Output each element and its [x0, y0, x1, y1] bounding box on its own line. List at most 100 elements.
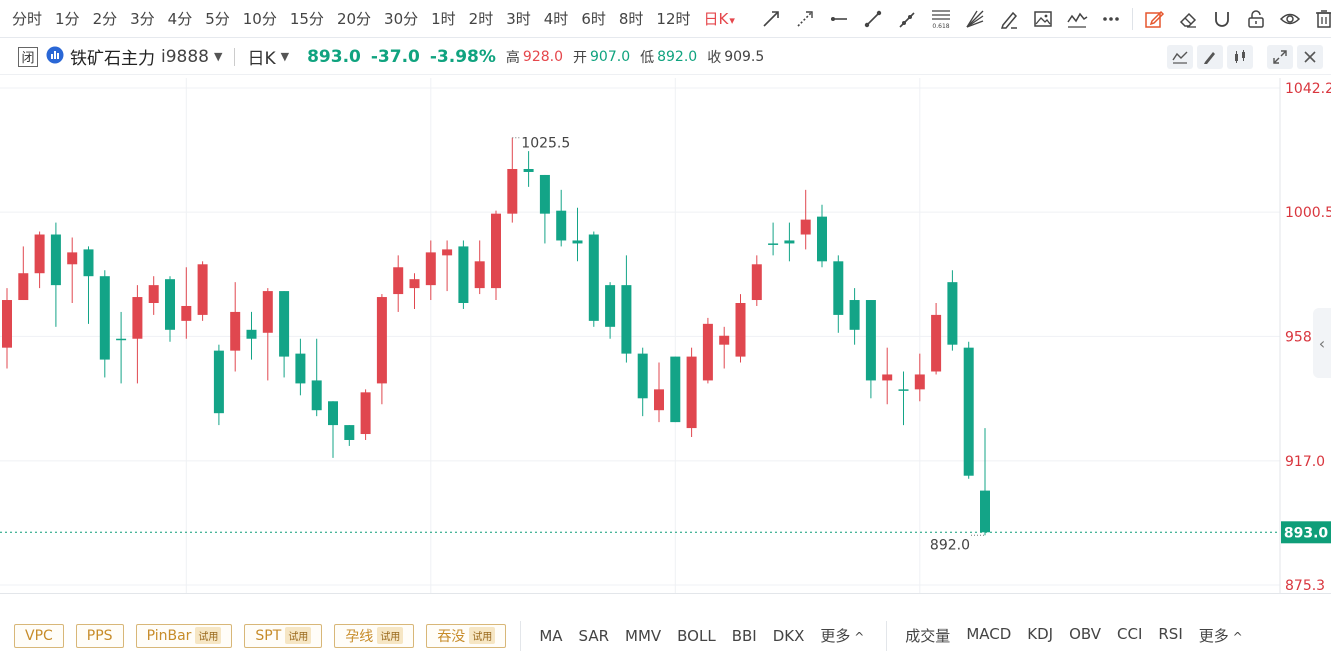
indicator-macd[interactable]: MACD	[966, 625, 1012, 643]
low-label: 低	[640, 49, 655, 66]
draw-icon[interactable]	[1197, 45, 1223, 69]
fullscreen-icon[interactable]	[1267, 45, 1293, 69]
candle-body	[702, 323, 713, 381]
period-3[interactable]: 3分	[130, 10, 155, 28]
sub-more-button[interactable]: 更多	[1199, 625, 1243, 646]
dotted-line-icon[interactable]	[788, 4, 822, 34]
wave-icon[interactable]	[1060, 4, 1094, 34]
period-list: 分时 1分 2分 3分 4分 5分 10分 15分 20分 30分 1时 2时 3时 4时 6时 8时 12时日…	[0, 8, 748, 29]
indicator-成交量[interactable]: 成交量	[905, 627, 951, 645]
indicator-bar: VPC PPS PinBar 试用 SPT 试用 孕线 试用 吞没 试用 MA SAR MMV BOLL…	[0, 617, 1331, 654]
candle-body	[99, 276, 110, 360]
period-10[interactable]: 1时	[431, 10, 456, 28]
candle-body	[556, 210, 567, 241]
period-2[interactable]: 2分	[92, 10, 118, 28]
candle-body	[800, 219, 811, 235]
low-value: 892.0	[657, 48, 698, 65]
candle-body	[523, 168, 534, 172]
candle-body	[637, 353, 648, 399]
period-9[interactable]: 30分	[384, 10, 419, 28]
candle-body	[393, 267, 404, 295]
indicator-cci[interactable]: CCI	[1117, 625, 1143, 643]
contract-name[interactable]: 铁矿石主力	[70, 49, 155, 69]
eraser-icon[interactable]	[1171, 4, 1205, 34]
chevron-left-icon[interactable]: ‹	[1313, 308, 1331, 378]
candle-settings-icon[interactable]	[1227, 45, 1253, 69]
contract-dropdown-icon[interactable]: ▼	[214, 50, 223, 63]
strategy-button-1[interactable]: PPS	[75, 623, 124, 648]
candle-body	[328, 401, 338, 426]
image-icon[interactable]	[1026, 4, 1060, 34]
eye-icon[interactable]	[1273, 4, 1307, 34]
trash-icon[interactable]	[1307, 4, 1331, 34]
candle-body	[148, 285, 159, 303]
horizontal-line-icon[interactable]	[822, 4, 856, 34]
more-icon[interactable]	[1094, 4, 1128, 34]
candle-body	[311, 380, 322, 411]
chart-type-icon[interactable]	[46, 46, 64, 68]
period-15[interactable]: 8时	[618, 10, 644, 28]
segment-icon[interactable]	[856, 4, 890, 34]
strategy-label: 孕线	[345, 628, 374, 645]
strategy-button-4[interactable]: 孕线 试用	[334, 623, 415, 648]
candle-body	[409, 279, 420, 289]
period-selector[interactable]: 日K	[247, 49, 276, 69]
strategy-button-3[interactable]: SPT 试用	[244, 623, 323, 648]
lock-icon[interactable]	[1239, 4, 1273, 34]
candle-body	[670, 356, 681, 423]
period-1[interactable]: 1分	[55, 10, 80, 28]
candle-body	[865, 300, 876, 381]
period-14[interactable]: 6时	[581, 10, 606, 28]
y-tick-label: 1042.2	[1285, 81, 1331, 97]
parallel-line-icon[interactable]	[890, 4, 924, 34]
period-8[interactable]: 20分	[336, 10, 372, 28]
indicator-rsi[interactable]: RSI	[1158, 625, 1183, 643]
period-dropdown-icon[interactable]: ▼	[280, 50, 290, 63]
period-13[interactable]: 4时	[543, 10, 569, 28]
indicator-bbi[interactable]: BBI	[731, 626, 757, 645]
trial-badge: 试用	[377, 627, 404, 644]
strategy-label: PinBar	[146, 627, 192, 644]
indicator-obv[interactable]: OBV	[1069, 625, 1101, 643]
indicator-boll[interactable]: BOLL	[677, 626, 716, 645]
indicator-mmv[interactable]: MMV	[625, 626, 662, 645]
edit-icon[interactable]	[1137, 4, 1171, 34]
gann-fan-icon[interactable]	[958, 4, 992, 34]
contract-code[interactable]: i9888	[161, 46, 209, 67]
kline-chart[interactable]: 1042.21000.5958.8917.0875.32023-12-06202…	[0, 78, 1331, 594]
strategy-button-2[interactable]: PinBar 试用	[135, 623, 233, 648]
strategy-button-0[interactable]: VPC	[14, 623, 64, 648]
y-tick-label: 1000.5	[1285, 205, 1331, 221]
candle-body	[572, 240, 583, 244]
candle-body	[654, 389, 664, 411]
period-7[interactable]: 15分	[289, 10, 324, 28]
indicator-sar[interactable]: SAR	[578, 626, 609, 645]
price-change: -37.0	[370, 46, 420, 67]
period-16[interactable]: 12时	[656, 10, 691, 28]
indicator-ma[interactable]: MA	[539, 626, 563, 645]
magnet-icon[interactable]	[1205, 4, 1239, 34]
candle-body	[213, 350, 224, 414]
period-12[interactable]: 3时	[506, 10, 531, 28]
period-17[interactable]: 日K	[704, 8, 735, 29]
period-4[interactable]: 4分	[167, 10, 193, 28]
indicator-dkx[interactable]: DKX	[772, 626, 805, 645]
fibonacci-icon[interactable]: 0.618	[924, 4, 958, 34]
candle-body	[817, 216, 827, 262]
kline-svg[interactable]: 1042.21000.5958.8917.0875.32023-12-06202…	[0, 78, 1331, 594]
brush-icon[interactable]	[992, 4, 1026, 34]
line-style-icon[interactable]	[1167, 45, 1193, 69]
strategy-button-5[interactable]: 吞没 试用	[426, 623, 507, 648]
main-more-button[interactable]: 更多	[820, 625, 864, 646]
period-5[interactable]: 5分	[205, 10, 230, 28]
ray-line-icon[interactable]	[754, 4, 788, 34]
period-6[interactable]: 10分	[242, 10, 277, 28]
close-icon[interactable]	[1297, 45, 1323, 69]
period-11[interactable]: 2时	[468, 10, 494, 28]
indicator-kdj[interactable]: KDJ	[1027, 625, 1054, 643]
candle-body	[67, 252, 78, 265]
candle-body	[376, 297, 387, 384]
strategy-label: VPC	[25, 627, 53, 644]
candle-body	[2, 300, 12, 348]
period-0[interactable]: 分时	[12, 10, 43, 28]
